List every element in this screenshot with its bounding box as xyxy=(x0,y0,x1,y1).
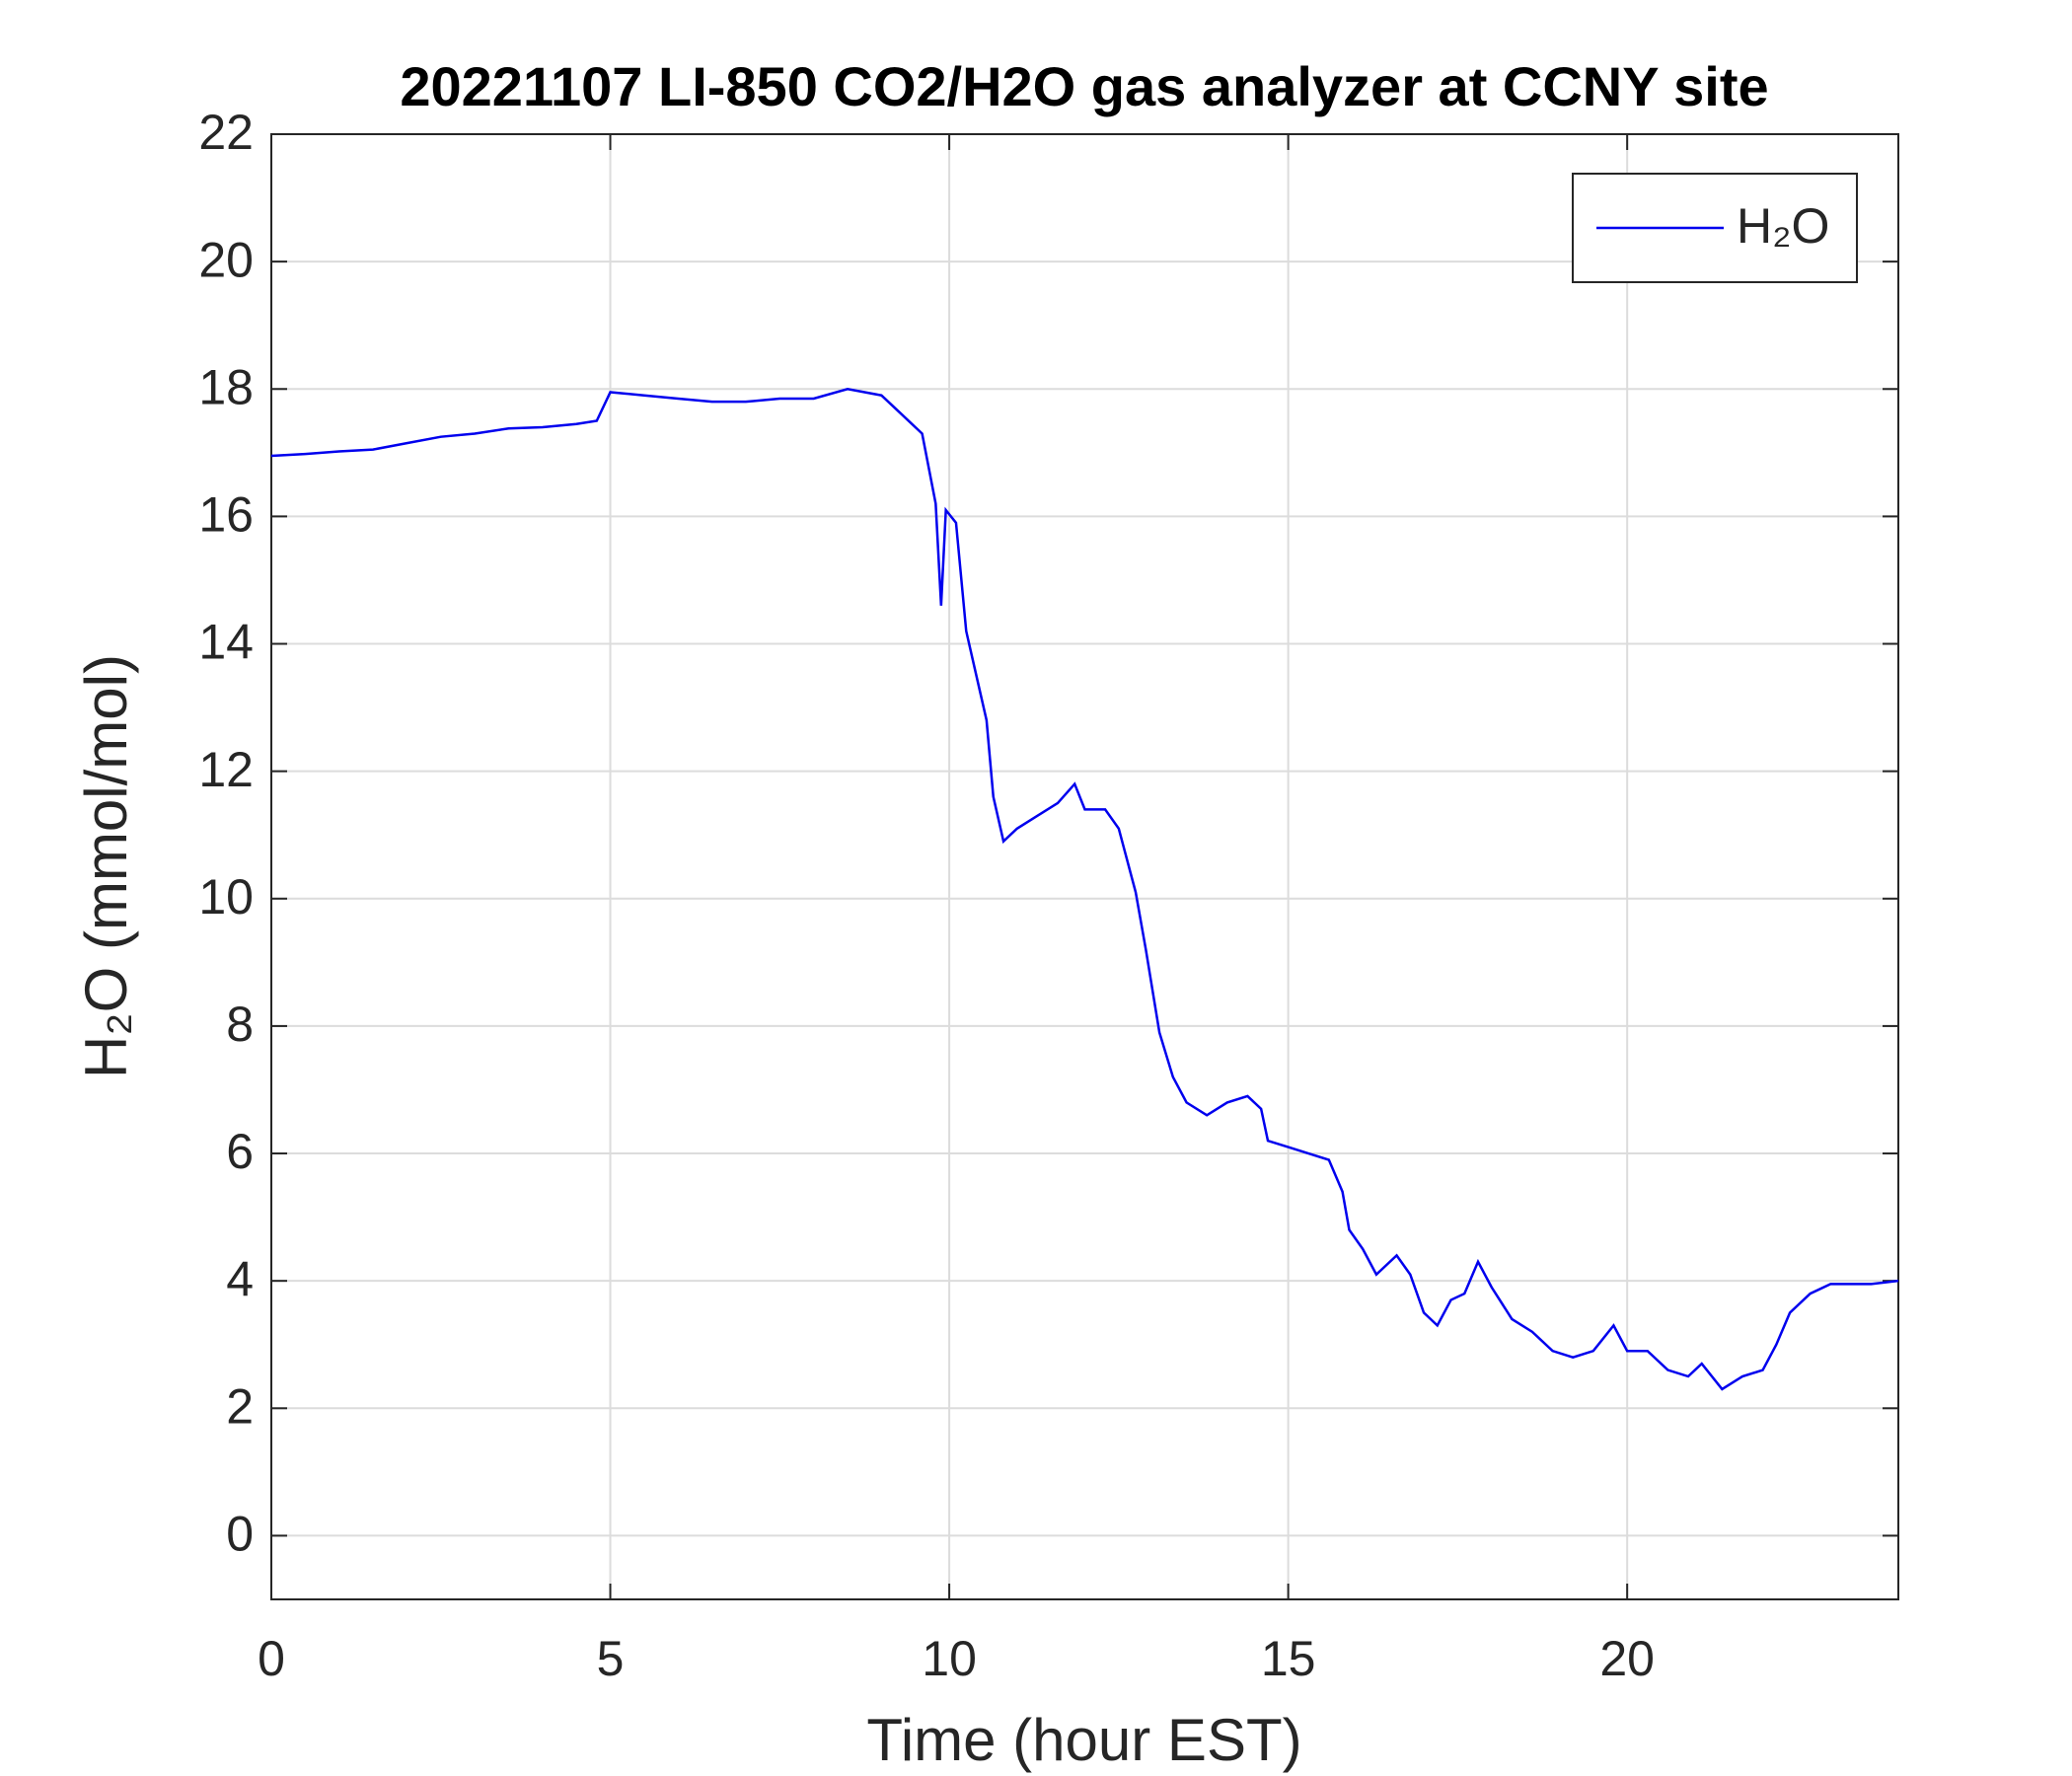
y-tick-label: 18 xyxy=(198,359,254,414)
y-axis-label: H₂O (mmol/mol) xyxy=(73,654,139,1078)
y-tick-label: 10 xyxy=(198,869,254,925)
y-tick-label: 22 xyxy=(198,105,254,160)
y-tick-label: 6 xyxy=(226,1124,254,1179)
y-tick-label: 12 xyxy=(198,742,254,797)
y-tick-label: 14 xyxy=(198,615,254,670)
y-tick-label: 8 xyxy=(226,997,254,1052)
data-line xyxy=(270,387,1899,1391)
y-tick-label: 0 xyxy=(226,1507,254,1562)
legend-label: H₂O xyxy=(1737,198,1829,254)
y-tick-label: 2 xyxy=(226,1379,254,1435)
x-tick-label: 0 xyxy=(258,1631,285,1686)
x-tick-label: 15 xyxy=(1261,1631,1316,1686)
y-tick-label: 16 xyxy=(198,487,254,543)
x-tick-label: 20 xyxy=(1599,1631,1655,1686)
y-tick-label: 4 xyxy=(226,1251,254,1306)
x-tick-label: 5 xyxy=(597,1631,625,1686)
plot-frame xyxy=(270,133,1899,1600)
y-tick-label: 20 xyxy=(198,232,254,287)
x-tick-label: 10 xyxy=(922,1631,977,1686)
x-axis-label: Time (hour EST) xyxy=(866,1707,1301,1773)
chart-title: 20221107 LI-850 CO2/H2O gas analyzer at … xyxy=(400,55,1768,117)
